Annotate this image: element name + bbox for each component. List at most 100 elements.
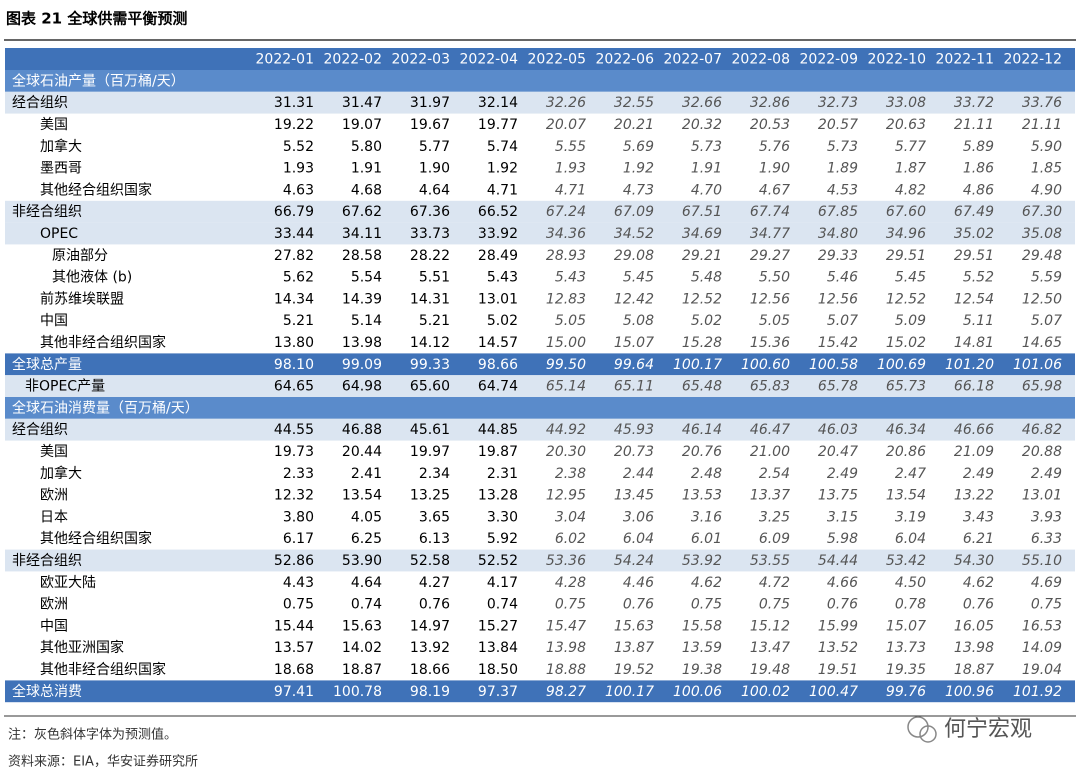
cell: 55.10 bbox=[1022, 553, 1062, 569]
cell: 27.82 bbox=[274, 248, 314, 264]
cell: 0.76 bbox=[963, 597, 994, 613]
cell: 100.96 bbox=[945, 684, 994, 700]
cell: 6.33 bbox=[1031, 531, 1062, 547]
cell: 34.77 bbox=[750, 226, 790, 242]
cell: 1.92 bbox=[623, 161, 654, 177]
cell: 33.72 bbox=[954, 95, 994, 111]
cell: 32.55 bbox=[614, 95, 654, 111]
row-label: 加拿大 bbox=[40, 465, 82, 482]
cell: 13.57 bbox=[274, 640, 314, 656]
cell: 2.49 bbox=[827, 466, 858, 482]
cell: 5.76 bbox=[759, 139, 790, 155]
cell: 98.10 bbox=[274, 357, 314, 373]
cell: 6.17 bbox=[283, 531, 314, 547]
cell: 12.83 bbox=[546, 291, 586, 307]
row-label: 全球石油消费量（百万桶/天） bbox=[12, 399, 199, 416]
cell: 4.71 bbox=[555, 182, 586, 198]
cell: 2.54 bbox=[759, 466, 790, 482]
row-label: 其他亚洲国家 bbox=[40, 639, 124, 656]
cell: 2.44 bbox=[623, 466, 654, 482]
cell: 101.20 bbox=[945, 357, 994, 373]
cell: 13.54 bbox=[886, 488, 926, 504]
cell: 4.27 bbox=[419, 575, 450, 591]
row-label: 原油部分 bbox=[52, 248, 108, 264]
cell: 21.11 bbox=[954, 117, 994, 133]
cell: 44.55 bbox=[274, 422, 314, 438]
cell: 20.07 bbox=[546, 117, 586, 133]
cell: 15.12 bbox=[750, 618, 790, 634]
cell: 5.45 bbox=[623, 270, 654, 286]
column-header: 2022-04 bbox=[460, 52, 519, 68]
cell: 2.38 bbox=[555, 466, 586, 482]
cell: 46.14 bbox=[682, 422, 722, 438]
cell: 12.56 bbox=[750, 291, 790, 307]
cell: 97.41 bbox=[274, 684, 314, 700]
cell: 20.47 bbox=[818, 444, 858, 460]
cell: 12.52 bbox=[886, 291, 926, 307]
cell: 67.36 bbox=[410, 204, 450, 220]
cell: 13.47 bbox=[750, 640, 790, 656]
row-band bbox=[5, 418, 1075, 441]
cell: 2.34 bbox=[419, 466, 450, 482]
cell: 6.09 bbox=[759, 531, 790, 547]
row-band bbox=[5, 222, 1075, 245]
row-band bbox=[5, 200, 1075, 223]
cell: 46.82 bbox=[1022, 422, 1062, 438]
cell: 33.73 bbox=[410, 226, 450, 242]
cell: 65.98 bbox=[1022, 379, 1062, 395]
cell: 19.77 bbox=[478, 117, 518, 133]
cell: 13.84 bbox=[478, 640, 518, 656]
cell: 64.98 bbox=[342, 379, 382, 395]
cell: 35.08 bbox=[1022, 226, 1062, 242]
cell: 19.22 bbox=[274, 117, 314, 133]
cell: 34.69 bbox=[682, 226, 722, 242]
cell: 6.01 bbox=[691, 531, 722, 547]
row-label: 其他经合组织国家 bbox=[40, 530, 152, 547]
cell: 5.59 bbox=[1031, 270, 1062, 286]
cell: 100.58 bbox=[809, 357, 858, 373]
row-band bbox=[5, 549, 1075, 572]
row-band bbox=[5, 375, 1075, 397]
cell: 19.67 bbox=[410, 117, 450, 133]
cell: 13.98 bbox=[546, 640, 586, 656]
cell: 54.24 bbox=[614, 553, 654, 569]
cell: 2.41 bbox=[351, 466, 382, 482]
cell: 52.58 bbox=[410, 553, 450, 569]
cell: 5.89 bbox=[963, 139, 994, 155]
cell: 34.80 bbox=[818, 226, 858, 242]
row-band bbox=[5, 680, 1075, 703]
cell: 18.88 bbox=[546, 662, 586, 678]
row-label: 欧亚大陆 bbox=[40, 575, 96, 591]
cell: 13.01 bbox=[478, 291, 518, 307]
cell: 46.88 bbox=[342, 422, 382, 438]
cell: 4.86 bbox=[963, 182, 994, 198]
cell: 14.81 bbox=[954, 335, 994, 351]
cell: 18.66 bbox=[410, 662, 450, 678]
cell: 0.74 bbox=[487, 597, 518, 613]
column-header: 2022-07 bbox=[664, 52, 723, 68]
cell: 0.76 bbox=[419, 597, 450, 613]
header-row bbox=[5, 48, 1075, 70]
cell: 0.75 bbox=[1031, 597, 1062, 613]
cell: 3.19 bbox=[895, 509, 926, 525]
cell: 5.09 bbox=[895, 313, 926, 329]
cell: 18.87 bbox=[342, 662, 382, 678]
cell: 13.98 bbox=[342, 335, 382, 351]
cell: 6.04 bbox=[623, 531, 654, 547]
column-header: 2022-11 bbox=[936, 52, 995, 68]
cell: 5.77 bbox=[895, 139, 926, 155]
cell: 1.85 bbox=[1031, 161, 1062, 177]
cell: 33.92 bbox=[478, 226, 518, 242]
cell: 1.93 bbox=[283, 161, 314, 177]
cell: 3.43 bbox=[963, 509, 994, 525]
cell: 4.90 bbox=[1031, 182, 1062, 198]
cell: 100.69 bbox=[877, 357, 926, 373]
cell: 21.11 bbox=[1022, 117, 1062, 133]
cell: 100.17 bbox=[673, 357, 722, 373]
cell: 13.73 bbox=[886, 640, 926, 656]
cell: 2.47 bbox=[895, 466, 926, 482]
cell: 4.67 bbox=[759, 182, 790, 198]
cell: 45.93 bbox=[614, 422, 654, 438]
row-band bbox=[5, 353, 1075, 376]
cell: 3.30 bbox=[487, 509, 518, 525]
